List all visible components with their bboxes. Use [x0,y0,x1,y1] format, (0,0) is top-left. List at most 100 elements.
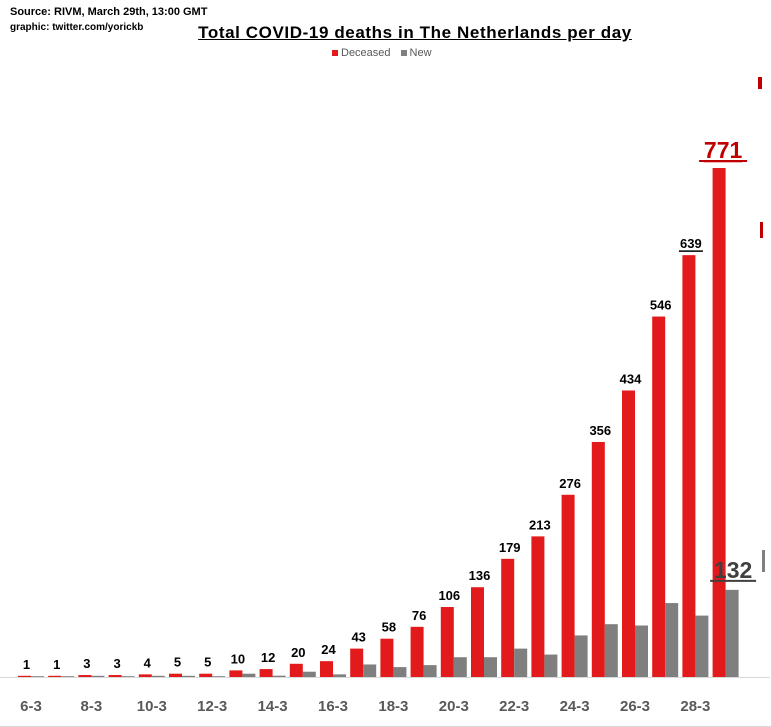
bar-new-22-3 [514,648,528,677]
data-label-deceased-21-3: 136 [469,568,491,583]
bar-new-11-3 [182,675,195,677]
x-tick-label-22-3: 22-3 [499,698,529,715]
bar-new-6-3 [31,676,44,677]
bar-deceased-24-3 [561,494,575,677]
x-tick-label-26-3: 26-3 [620,698,650,715]
bar-deceased-22-3 [501,558,515,677]
bar-deceased-9-3 [108,675,122,677]
bar-new-18-3 [393,667,407,677]
data-label-deceased-9-3: 3 [113,656,120,671]
data-label-deceased-8-3: 3 [83,656,90,671]
x-tick-label-10-3: 10-3 [137,698,167,715]
bar-new-19-3 [423,665,437,677]
data-label-new-29-3: 132 [714,557,752,583]
data-label-deceased-15-3: 20 [291,645,305,660]
bar-deceased-14-3 [259,669,273,677]
x-tick-label-16-3: 16-3 [318,698,348,715]
cropped-fragment [758,77,762,89]
bar-deceased-23-3 [531,536,545,677]
bar-deceased-17-3 [350,648,364,677]
data-label-deceased-25-3: 356 [589,423,611,438]
bar-new-16-3 [333,674,346,677]
bar-new-20-3 [453,657,467,677]
data-label-deceased-28-3: 639 [680,236,702,251]
bar-deceased-25-3 [591,441,605,677]
bar-new-17-3 [363,664,377,677]
data-label-deceased-14-3: 12 [261,650,275,665]
bar-deceased-7-3 [48,675,62,677]
credit-text: graphic: twitter.com/yorickb [10,22,144,33]
bar-new-12-3 [212,676,226,677]
data-label-deceased-18-3: 58 [382,620,396,635]
data-label-deceased-16-3: 24 [321,642,336,657]
bar-new-7-3 [61,676,75,677]
cropped-fragment [762,550,765,572]
legend-swatch-new [400,50,407,56]
data-label-deceased-22-3: 179 [499,540,521,555]
data-label-deceased-13-3: 10 [231,651,245,666]
x-tick-label-8-3: 8-3 [81,698,103,715]
x-tick-label-28-3: 28-3 [680,698,710,715]
cropped-fragment [760,222,763,238]
bar-deceased-6-3 [18,675,31,677]
bar-new-26-3 [635,625,648,677]
bar-new-15-3 [302,671,316,677]
data-label-deceased-6-3: 1 [23,657,30,672]
bar-deceased-27-3 [652,316,666,677]
data-label-deceased-10-3: 4 [144,655,152,670]
data-label-deceased-12-3: 5 [204,655,211,670]
bar-deceased-19-3 [410,626,424,677]
bar-deceased-12-3 [199,673,213,677]
bar-new-10-3 [151,675,165,677]
legend-label-new: New [409,47,432,59]
bar-new-25-3 [604,624,618,677]
bar-deceased-8-3 [78,675,92,677]
x-tick-label-18-3: 18-3 [378,698,408,715]
bar-new-21-3 [484,657,497,677]
bar-new-29-3 [725,589,739,677]
data-label-deceased-27-3: 546 [650,298,672,313]
data-label-deceased-29-3: 771 [704,137,743,163]
bar-deceased-28-3 [682,255,696,677]
bar-new-9-3 [121,676,135,677]
bar-new-24-3 [574,635,588,677]
chart-title: Total COVID-19 deaths in The Netherlands… [198,23,632,42]
bar-deceased-26-3 [622,390,635,677]
bar-new-14-3 [272,675,286,677]
bar-deceased-16-3 [320,661,333,677]
data-label-deceased-17-3: 43 [351,630,365,645]
legend-swatch-deceased [332,50,338,56]
data-label-deceased-7-3: 1 [53,657,60,672]
bar-deceased-29-3 [712,168,726,677]
legend-item-deceased: Deceased [332,47,391,59]
bar-new-23-3 [544,654,558,677]
legend-label-deceased: Deceased [341,47,391,59]
bar-new-8-3 [91,675,105,677]
data-label-deceased-24-3: 276 [559,476,581,491]
x-tick-label-14-3: 14-3 [258,698,288,715]
data-label-deceased-26-3: 434 [620,371,642,386]
x-tick-label-24-3: 24-3 [560,698,590,715]
bar-deceased-21-3 [471,587,484,677]
legend: Deceased New [332,47,432,59]
bar-deceased-13-3 [229,670,243,677]
x-tick-label-6-3: 6-3 [20,698,42,715]
data-label-deceased-19-3: 76 [412,608,426,623]
legend-item-new: New [400,47,432,59]
x-tick-label-20-3: 20-3 [439,698,469,715]
bar-deceased-11-3 [169,673,182,677]
bar-new-13-3 [242,673,256,677]
source-text: Source: RIVM, March 29th, 13:00 GMT [10,6,208,18]
bar-deceased-18-3 [380,638,394,677]
bar-deceased-20-3 [440,607,454,677]
bar-new-28-3 [695,615,709,677]
data-label-deceased-20-3: 106 [438,588,460,603]
data-label-deceased-23-3: 213 [529,517,551,532]
bar-deceased-10-3 [138,674,152,677]
bar-deceased-15-3 [289,663,303,677]
x-tick-label-12-3: 12-3 [197,698,227,715]
data-label-deceased-11-3: 5 [174,655,181,670]
bar-new-27-3 [665,603,679,677]
